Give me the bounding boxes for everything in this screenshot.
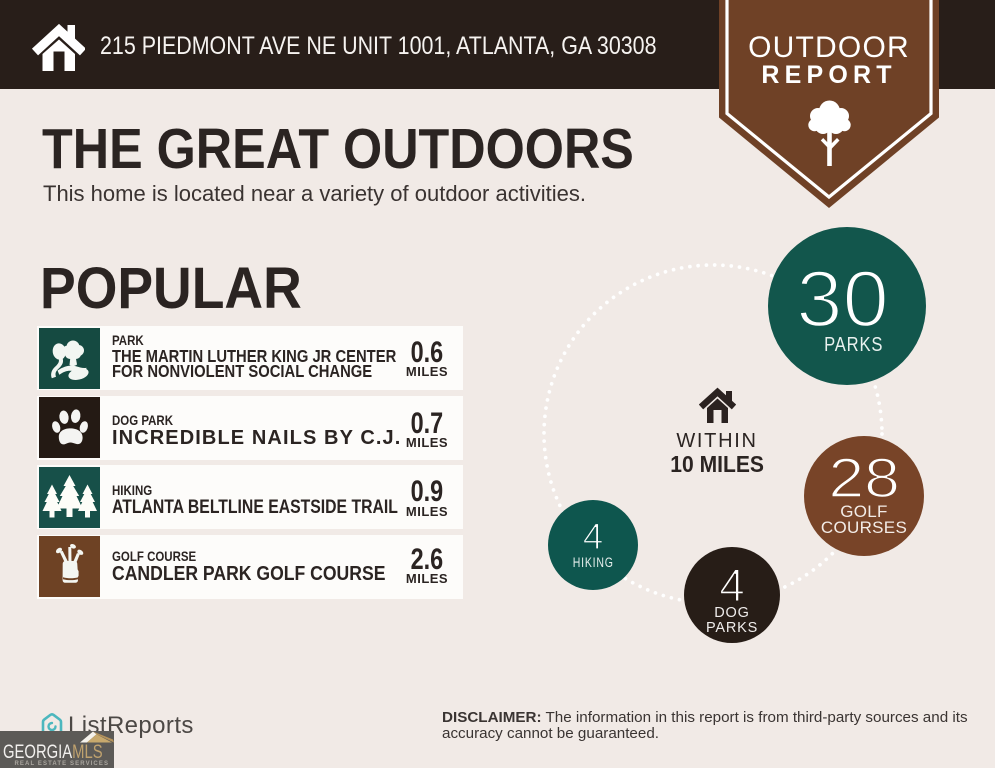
- svg-text:OUTDOOR: OUTDOOR: [748, 31, 910, 64]
- svg-text:REPORT: REPORT: [761, 61, 896, 89]
